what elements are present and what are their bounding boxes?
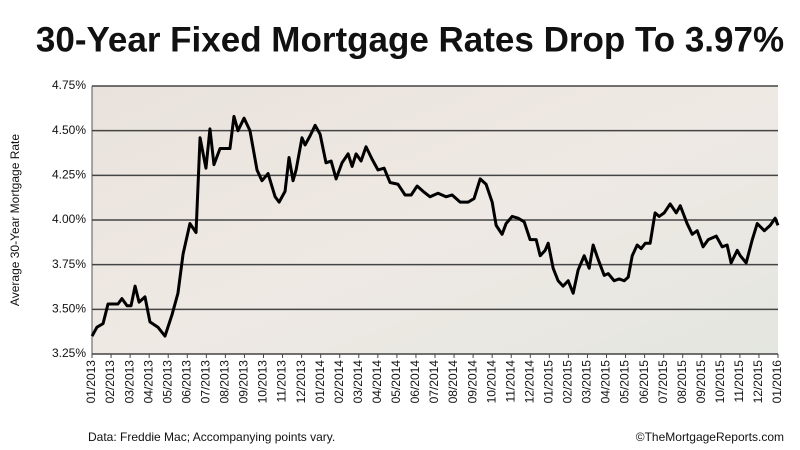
x-tick-label: 06/2015 (637, 360, 651, 404)
x-tick-label: 12/2015 (751, 360, 765, 404)
x-tick-label: 07/2015 (656, 360, 670, 404)
y-tick-label: 3.25% (52, 346, 86, 360)
y-tick-label: 4.50% (52, 123, 86, 137)
x-tick-label: 08/2015 (675, 360, 689, 404)
x-tick-label: 09/2015 (694, 360, 708, 404)
x-tick-label: 02/2014 (332, 360, 346, 404)
y-tick-label: 4.75% (52, 78, 86, 92)
x-tick-label: 05/2015 (618, 360, 632, 404)
x-tick-label: 06/2013 (179, 360, 193, 404)
x-tick-label: 01/2015 (542, 360, 556, 404)
x-tick-label: 07/2014 (427, 360, 441, 404)
x-tick-label: 01/2016 (770, 360, 784, 404)
x-tick-label: 08/2014 (446, 360, 460, 404)
x-tick-label: 03/2014 (351, 360, 365, 404)
x-tick-label: 02/2015 (561, 360, 575, 404)
x-tick-label: 10/2015 (713, 360, 727, 404)
x-tick-label: 12/2013 (294, 360, 308, 404)
x-tick-label: 04/2014 (370, 360, 384, 404)
x-tick-label: 09/2014 (465, 360, 479, 404)
x-tick-label: 11/2014 (503, 360, 517, 403)
x-tick-label: 03/2013 (122, 360, 136, 404)
credit-note: ©TheMortgageReports.com (636, 430, 784, 444)
x-tick-label: 09/2013 (237, 360, 251, 404)
x-tick-label: 01/2014 (313, 360, 327, 404)
x-tick-label: 05/2014 (389, 360, 403, 404)
y-axis-label: Average 30-Year Mortgage Rate (8, 134, 22, 306)
x-tick-label: 01/2013 (84, 360, 98, 404)
x-tick-label: 11/2015 (732, 360, 746, 403)
chart-title: 30-Year Fixed Mortgage Rates Drop To 3.9… (36, 20, 784, 59)
rate-line (90, 114, 780, 338)
y-tick-label: 4.25% (52, 168, 86, 182)
y-tick-label: 3.50% (52, 302, 86, 316)
x-tick-label: 07/2013 (199, 360, 213, 404)
source-note: Data: Freddie Mac; Accompanying points v… (88, 430, 335, 444)
x-tick-label: 03/2015 (580, 360, 594, 404)
x-tick-label: 06/2014 (408, 360, 422, 404)
y-tick-label: 4.00% (52, 212, 86, 226)
x-tick-label: 08/2013 (218, 360, 232, 404)
y-tick-label: 3.75% (52, 257, 86, 271)
x-tick-label: 10/2013 (256, 360, 270, 404)
x-tick-label: 11/2013 (275, 360, 289, 403)
x-tick-label: 12/2014 (522, 360, 536, 404)
x-tick-label: 04/2015 (599, 360, 613, 404)
x-tick-label: 05/2013 (160, 360, 174, 404)
x-tick-label: 04/2013 (141, 360, 155, 404)
x-tick-label: 10/2014 (484, 360, 498, 404)
x-tick-label: 02/2013 (103, 360, 117, 404)
